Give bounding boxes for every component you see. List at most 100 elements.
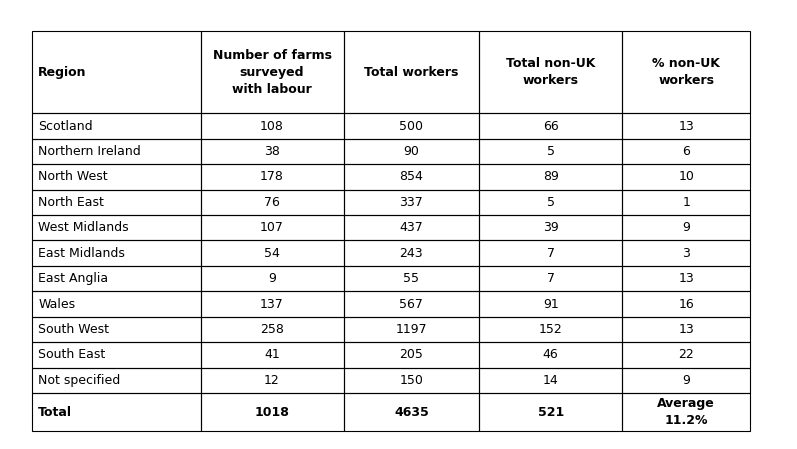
Text: 437: 437 (399, 221, 423, 234)
Bar (201, 393, 344, 431)
Text: Total workers: Total workers (364, 66, 458, 79)
Bar (201, 113, 344, 139)
Text: 205: 205 (399, 348, 423, 361)
Text: West Midlands: West Midlands (38, 221, 129, 234)
Bar (622, 113, 751, 139)
Bar (479, 368, 622, 393)
Bar (344, 139, 479, 164)
Bar (622, 342, 751, 368)
Bar (479, 113, 622, 139)
Text: 55: 55 (403, 272, 419, 285)
Bar (201, 164, 344, 189)
Bar (479, 241, 622, 266)
Bar (32, 342, 201, 368)
Bar (622, 189, 751, 215)
Bar (479, 189, 622, 215)
Bar (201, 139, 344, 164)
Bar (201, 215, 344, 241)
Bar (479, 164, 622, 189)
Text: 6: 6 (682, 145, 690, 158)
Text: Total: Total (38, 405, 73, 418)
Bar (344, 241, 479, 266)
Text: 337: 337 (399, 196, 423, 209)
Bar (344, 31, 479, 113)
Text: 12: 12 (264, 374, 280, 387)
Bar (622, 266, 751, 291)
Bar (32, 393, 201, 431)
Text: 91: 91 (543, 298, 559, 311)
Bar (344, 368, 479, 393)
Text: North East: North East (38, 196, 104, 209)
Bar (479, 266, 622, 291)
Text: 243: 243 (399, 247, 423, 260)
Text: 500: 500 (399, 119, 423, 132)
Text: % non-UK
workers: % non-UK workers (653, 57, 720, 88)
Text: 5: 5 (547, 145, 555, 158)
Bar (32, 31, 201, 113)
Bar (344, 317, 479, 342)
Text: 66: 66 (543, 119, 559, 132)
Text: Scotland: Scotland (38, 119, 93, 132)
Bar (479, 342, 622, 368)
Text: Total non-UK
workers: Total non-UK workers (506, 57, 595, 88)
Bar (201, 189, 344, 215)
Text: 76: 76 (264, 196, 280, 209)
Bar (32, 266, 201, 291)
Text: 54: 54 (264, 247, 280, 260)
Text: Region: Region (38, 66, 87, 79)
Bar (201, 291, 344, 317)
Bar (32, 164, 201, 189)
Bar (622, 393, 751, 431)
Text: 258: 258 (260, 323, 284, 336)
Text: 9: 9 (682, 374, 690, 387)
Text: 10: 10 (678, 171, 694, 184)
Bar (622, 317, 751, 342)
Text: 152: 152 (539, 323, 563, 336)
Text: 108: 108 (260, 119, 284, 132)
Bar (201, 241, 344, 266)
Text: 1018: 1018 (254, 405, 289, 418)
Text: Northern Ireland: Northern Ireland (38, 145, 141, 158)
Text: South West: South West (38, 323, 109, 336)
Text: 9: 9 (268, 272, 276, 285)
Text: East Anglia: East Anglia (38, 272, 108, 285)
Bar (479, 139, 622, 164)
Text: 137: 137 (260, 298, 284, 311)
Text: Average
11.2%: Average 11.2% (658, 397, 715, 427)
Text: 22: 22 (678, 348, 694, 361)
Bar (201, 266, 344, 291)
Bar (622, 368, 751, 393)
Bar (344, 291, 479, 317)
Bar (344, 266, 479, 291)
Bar (622, 291, 751, 317)
Text: 3: 3 (682, 247, 690, 260)
Bar (32, 368, 201, 393)
Text: 39: 39 (543, 221, 559, 234)
Text: 16: 16 (678, 298, 694, 311)
Text: 1: 1 (682, 196, 690, 209)
Bar (201, 317, 344, 342)
Bar (201, 31, 344, 113)
Bar (201, 342, 344, 368)
Text: North West: North West (38, 171, 108, 184)
Text: 178: 178 (260, 171, 284, 184)
Bar (201, 368, 344, 393)
Text: 521: 521 (537, 405, 563, 418)
Bar (344, 189, 479, 215)
Text: 1197: 1197 (395, 323, 427, 336)
Bar (344, 113, 479, 139)
Bar (622, 164, 751, 189)
Bar (622, 31, 751, 113)
Text: 5: 5 (547, 196, 555, 209)
Bar (479, 31, 622, 113)
Text: 13: 13 (678, 119, 694, 132)
Bar (32, 241, 201, 266)
Bar (344, 164, 479, 189)
Text: 7: 7 (547, 247, 555, 260)
Text: 567: 567 (399, 298, 423, 311)
Text: Number of farms
surveyed
with labour: Number of farms surveyed with labour (213, 49, 332, 96)
Bar (479, 291, 622, 317)
Bar (479, 215, 622, 241)
Text: 150: 150 (399, 374, 423, 387)
Bar (344, 342, 479, 368)
